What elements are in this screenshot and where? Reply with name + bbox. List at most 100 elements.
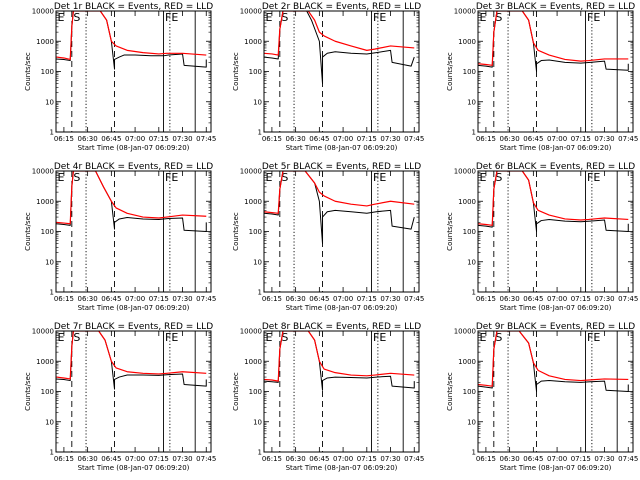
x-tick-label: 06:30 (286, 295, 306, 303)
x-tick-label: 07:15 (149, 135, 169, 143)
panel-title: Det 8r BLACK = Events, RED = LLD (262, 322, 421, 332)
panel-det-9: Det 9r BLACK = Events, RED = LLD Counts/s… (446, 322, 638, 472)
marker-label: E (171, 331, 178, 344)
marker-label: E (171, 11, 178, 24)
y-tick-label: 10000 (32, 328, 54, 336)
x-axis-label: Start Time (08-Jan-07 06:09:20) (500, 144, 612, 152)
panel-title: Det 5r BLACK = Events, RED = LLD (262, 162, 421, 172)
x-tick-label: 07:00 (547, 295, 567, 303)
marker-label: S (281, 171, 288, 184)
x-tick-label: 06:45 (309, 455, 329, 463)
y-axis-label: Counts/sec (24, 212, 32, 251)
x-tick-label: 07:45 (196, 455, 216, 463)
y-tick-label: 10 (253, 418, 262, 426)
lld-line (56, 11, 207, 61)
y-tick-label: 1000 (458, 198, 476, 206)
panel-det-8: Det 8r BLACK = Events, RED = LLD Counts/s… (232, 322, 424, 472)
x-axis-label: Start Time (08-Jan-07 06:09:20) (500, 464, 612, 472)
plot-frame (263, 10, 420, 133)
y-tick-label: 10000 (240, 8, 262, 16)
y-tick-label: 1000 (244, 358, 262, 366)
y-tick-label: 1 (472, 129, 476, 137)
marker-label: E (58, 331, 65, 344)
y-axis-label: Counts/sec (446, 52, 454, 91)
x-tick-label: 07:00 (333, 135, 353, 143)
marker-label: F (587, 11, 593, 24)
x-axis-label: Start Time (08-Jan-07 06:09:20) (286, 464, 398, 472)
y-axis-label: Counts/sec (24, 372, 32, 411)
marker-label: E (379, 331, 386, 344)
marker-label: E (480, 331, 487, 344)
y-tick-label: 100 (41, 68, 54, 76)
x-tick-label: 07:00 (333, 455, 353, 463)
x-tick-label: 07:30 (380, 455, 400, 463)
x-tick-label: 06:45 (523, 455, 543, 463)
marker-label: E (480, 11, 487, 24)
marker-label: S (281, 331, 288, 344)
y-tick-label: 10 (45, 98, 54, 106)
marker-label: E (171, 171, 178, 184)
y-tick-label: 1000 (36, 358, 54, 366)
y-tick-label: 10 (467, 258, 476, 266)
x-tick-label: 06:45 (101, 455, 121, 463)
y-tick-label: 1 (50, 129, 54, 137)
marker-label: F (587, 331, 593, 344)
x-tick-label: 07:15 (357, 295, 377, 303)
y-tick-label: 10 (467, 418, 476, 426)
panel-title: Det 1r BLACK = Events, RED = LLD (54, 2, 213, 12)
x-tick-label: 07:15 (571, 295, 591, 303)
plot-frame (477, 170, 634, 293)
x-tick-label: 06:15 (262, 135, 282, 143)
plot-frame (55, 10, 212, 133)
y-tick-label: 1 (50, 289, 54, 297)
y-tick-label: 10 (45, 418, 54, 426)
x-tick-label: 07:45 (618, 135, 638, 143)
plot-frame (55, 170, 212, 293)
y-tick-label: 1 (258, 289, 262, 297)
marker-label: E (58, 11, 65, 24)
y-tick-label: 1000 (458, 358, 476, 366)
x-tick-label: 06:15 (54, 455, 74, 463)
marker-label: E (266, 171, 273, 184)
x-tick-label: 06:15 (476, 295, 496, 303)
y-axis-label: Counts/sec (446, 372, 454, 411)
marker-label: S (281, 11, 288, 24)
y-tick-label: 100 (249, 388, 262, 396)
panel-det-1: Det 1r BLACK = Events, RED = LLD Counts/s… (24, 2, 216, 152)
panel-det-5: Det 5r BLACK = Events, RED = LLD Counts/s… (232, 162, 424, 312)
x-tick-label: 07:30 (380, 135, 400, 143)
x-tick-label: 07:00 (125, 295, 145, 303)
x-axis-label: Start Time (08-Jan-07 06:09:20) (78, 304, 190, 312)
x-tick-label: 06:15 (54, 295, 74, 303)
x-tick-label: 06:30 (286, 455, 306, 463)
x-tick-label: 06:15 (476, 135, 496, 143)
marker-label: S (495, 171, 502, 184)
x-tick-label: 07:00 (125, 135, 145, 143)
marker-label: E (480, 171, 487, 184)
marker-label: E (593, 331, 600, 344)
panel-title: Det 3r BLACK = Events, RED = LLD (476, 2, 635, 12)
y-tick-label: 1 (472, 449, 476, 457)
y-tick-label: 10000 (240, 168, 262, 176)
x-tick-label: 06:15 (262, 295, 282, 303)
x-tick-label: 07:15 (357, 135, 377, 143)
x-tick-label: 06:30 (78, 295, 98, 303)
x-axis-label: Start Time (08-Jan-07 06:09:20) (286, 304, 398, 312)
x-tick-label: 07:30 (380, 295, 400, 303)
x-tick-label: 07:30 (594, 455, 614, 463)
x-tick-label: 06:45 (309, 135, 329, 143)
x-tick-label: 07:45 (404, 455, 424, 463)
y-tick-label: 1000 (36, 38, 54, 46)
x-tick-label: 07:15 (149, 455, 169, 463)
marker-label: F (587, 171, 593, 184)
plot-frame (263, 330, 420, 453)
panel-det-7: Det 7r BLACK = Events, RED = LLD Counts/s… (24, 322, 216, 472)
y-axis-label: Counts/sec (446, 212, 454, 251)
x-tick-label: 07:30 (172, 455, 192, 463)
y-tick-label: 100 (249, 228, 262, 236)
x-tick-label: 07:30 (594, 135, 614, 143)
x-tick-label: 06:45 (101, 135, 121, 143)
y-tick-label: 100 (41, 388, 54, 396)
x-tick-label: 07:00 (547, 455, 567, 463)
